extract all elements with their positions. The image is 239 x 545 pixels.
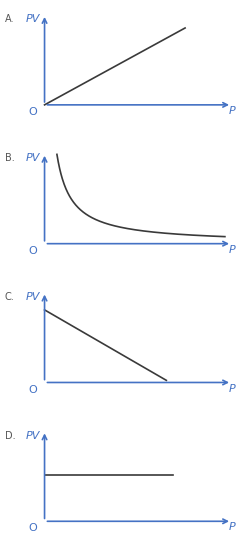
Text: P: P xyxy=(229,384,235,393)
Text: P: P xyxy=(229,522,235,532)
Text: O: O xyxy=(29,246,38,256)
Text: PV: PV xyxy=(26,292,40,302)
Text: PV: PV xyxy=(26,431,40,440)
Text: P: P xyxy=(229,245,235,255)
Text: PV: PV xyxy=(26,153,40,163)
Text: O: O xyxy=(29,107,38,117)
Text: P: P xyxy=(229,106,235,116)
Text: O: O xyxy=(29,523,38,534)
Text: O: O xyxy=(29,385,38,395)
Text: PV: PV xyxy=(26,14,40,24)
Text: B.: B. xyxy=(5,153,15,163)
Text: C.: C. xyxy=(5,292,15,302)
Text: D.: D. xyxy=(5,431,15,440)
Text: A.: A. xyxy=(5,14,14,24)
